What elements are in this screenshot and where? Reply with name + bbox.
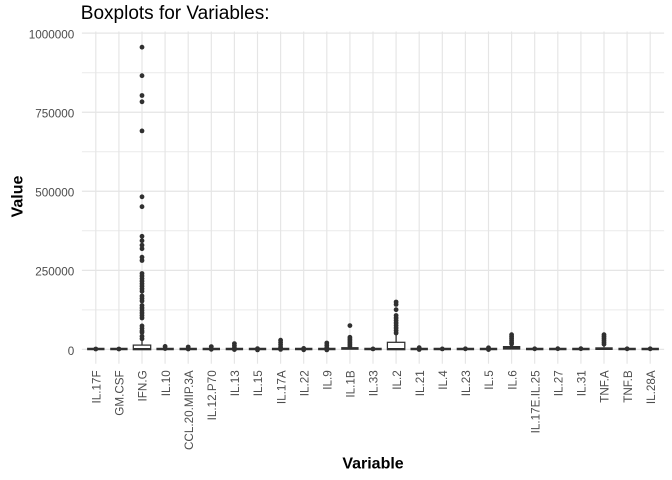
svg-text:IL.33: IL.33 xyxy=(368,370,381,396)
svg-text:IL.31: IL.31 xyxy=(576,370,589,396)
svg-text:IL.28A: IL.28A xyxy=(645,370,658,404)
svg-text:IL.17A: IL.17A xyxy=(275,370,288,404)
svg-text:IL.1B: IL.1B xyxy=(345,370,358,397)
svg-text:GM.CSF: GM.CSF xyxy=(114,370,127,415)
svg-text:IL.15: IL.15 xyxy=(252,370,265,396)
svg-text:IL.6: IL.6 xyxy=(506,370,519,390)
svg-text:1000000: 1000000 xyxy=(29,28,75,41)
svg-text:750000: 750000 xyxy=(35,108,75,121)
svg-text:IL.17F: IL.17F xyxy=(91,370,104,403)
svg-text:Boxplots for Variables:: Boxplots for Variables: xyxy=(81,3,270,24)
svg-text:IL.23: IL.23 xyxy=(460,370,473,396)
svg-text:IL.2: IL.2 xyxy=(391,370,404,390)
svg-text:Value: Value xyxy=(9,176,26,218)
svg-text:IL.4: IL.4 xyxy=(437,370,450,390)
svg-text:500000: 500000 xyxy=(35,187,75,200)
svg-text:IL.21: IL.21 xyxy=(414,370,427,396)
svg-text:IL.12.P70: IL.12.P70 xyxy=(206,370,219,421)
svg-text:IL.13: IL.13 xyxy=(229,370,242,396)
svg-text:IL.9: IL.9 xyxy=(322,370,335,390)
svg-text:TNF.A: TNF.A xyxy=(599,370,612,403)
svg-text:IL.27: IL.27 xyxy=(553,370,566,396)
svg-text:TNF.B: TNF.B xyxy=(622,370,635,403)
svg-text:IL.5: IL.5 xyxy=(483,370,496,390)
svg-text:IL.22: IL.22 xyxy=(298,370,311,396)
svg-text:Variable: Variable xyxy=(342,455,403,472)
svg-text:IL.17E.IL.25: IL.17E.IL.25 xyxy=(529,370,542,434)
svg-text:CCL.20.MIP.3A: CCL.20.MIP.3A xyxy=(183,370,196,450)
svg-text:IFN.G: IFN.G xyxy=(137,370,150,401)
svg-text:IL.10: IL.10 xyxy=(160,370,173,396)
svg-text:0: 0 xyxy=(68,345,75,358)
svg-text:250000: 250000 xyxy=(35,266,75,279)
